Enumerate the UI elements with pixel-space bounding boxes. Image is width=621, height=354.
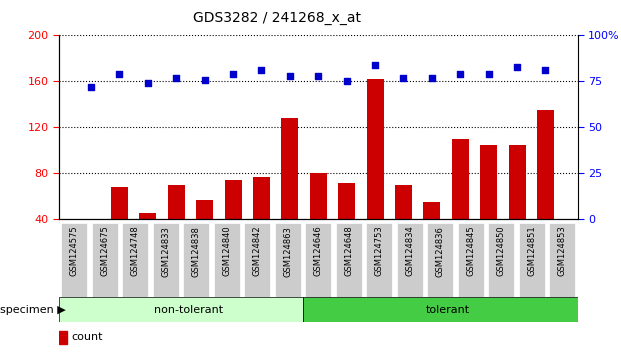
Bar [139,212,156,219]
FancyBboxPatch shape [427,223,453,297]
Bar [111,187,128,219]
Point [540,68,550,73]
Point [256,68,266,73]
FancyBboxPatch shape [153,223,179,297]
FancyBboxPatch shape [61,223,87,297]
Text: GSM124753: GSM124753 [374,226,384,276]
Bar [303,297,593,322]
FancyBboxPatch shape [183,223,209,297]
Text: GSM124834: GSM124834 [406,226,414,276]
Point [484,71,494,77]
Bar [424,202,440,219]
Point [143,80,153,86]
FancyBboxPatch shape [275,223,301,297]
Text: GSM124851: GSM124851 [527,226,537,276]
FancyBboxPatch shape [336,223,361,297]
Bar [395,185,412,219]
Text: GSM124838: GSM124838 [192,226,201,276]
FancyBboxPatch shape [458,223,484,297]
Bar [281,118,298,219]
Bar [338,183,355,219]
Text: GSM124863: GSM124863 [283,226,292,276]
Bar [366,79,384,219]
FancyBboxPatch shape [245,223,270,297]
Point [114,71,124,77]
Point [427,75,437,81]
Point [313,73,323,79]
Text: GSM124836: GSM124836 [436,226,445,276]
Point [512,64,522,69]
Bar [537,110,554,219]
Text: GSM124646: GSM124646 [314,226,323,276]
Point [399,75,409,81]
Text: GSM124833: GSM124833 [161,226,170,276]
Text: GSM124842: GSM124842 [253,226,262,276]
Text: tolerant: tolerant [426,305,470,315]
FancyBboxPatch shape [122,223,148,297]
Text: GSM124840: GSM124840 [222,226,231,276]
Text: GSM124853: GSM124853 [558,226,567,276]
Bar [451,139,469,219]
Text: GSM124648: GSM124648 [344,226,353,276]
Bar [168,185,185,219]
FancyBboxPatch shape [366,223,392,297]
Text: GDS3282 / 241268_x_at: GDS3282 / 241268_x_at [193,11,361,25]
FancyBboxPatch shape [397,223,422,297]
Point [228,71,238,77]
FancyBboxPatch shape [489,223,514,297]
FancyBboxPatch shape [214,223,240,297]
Bar [59,297,303,322]
Point [200,77,210,82]
Point [342,79,351,84]
FancyBboxPatch shape [306,223,331,297]
Point [455,71,465,77]
Point [285,73,295,79]
Bar [509,145,525,219]
Bar [59,331,67,343]
FancyBboxPatch shape [519,223,545,297]
Text: GSM124748: GSM124748 [131,226,140,276]
Text: GSM124845: GSM124845 [466,226,475,276]
Bar [480,145,497,219]
Point [171,75,181,81]
Text: GSM124850: GSM124850 [497,226,505,276]
Text: count: count [71,332,103,342]
Bar [310,173,327,219]
Point [370,62,380,68]
Point [86,84,96,90]
Text: GSM124675: GSM124675 [100,226,109,276]
Bar [253,177,270,219]
Text: specimen ▶: specimen ▶ [0,305,66,315]
Text: non-tolerant: non-tolerant [154,305,223,315]
Text: GSM124575: GSM124575 [70,226,79,276]
FancyBboxPatch shape [92,223,117,297]
Bar [225,181,242,219]
Bar [196,200,213,219]
FancyBboxPatch shape [550,223,575,297]
